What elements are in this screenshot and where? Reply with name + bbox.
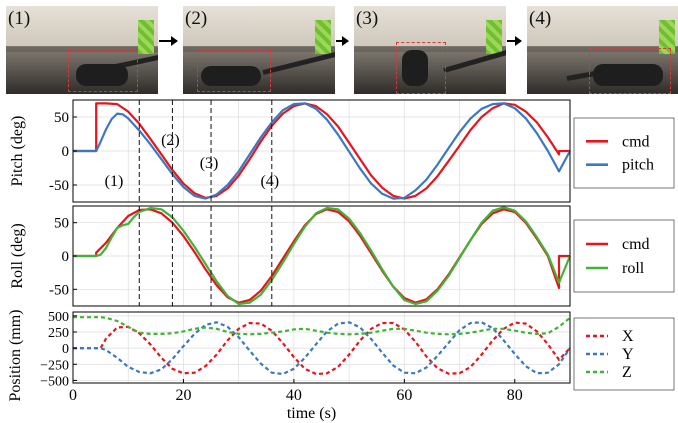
arrow-right-icon [336,36,349,46]
y-tick-label: 500 [48,310,69,325]
marker-label: (3) [200,155,219,172]
x-tick-label: 80 [507,387,523,404]
snapshot-label: (2) [185,8,208,29]
y-tick-label: 50 [54,216,69,232]
legend-label: Y [622,346,634,363]
x-tick-label: 20 [175,387,191,404]
x-tick-label: 60 [396,387,412,404]
y-tick-label: 50 [54,110,69,126]
robot [402,50,428,86]
marker-label: (2) [161,132,180,149]
series-line-roll [73,206,572,306]
series-line-pitch [73,102,571,200]
series-line-x [73,321,571,376]
snapshot-label: (1) [8,8,31,29]
marker-label: (1) [105,173,124,190]
banner [354,6,506,46]
legend-label: cmd [622,236,650,253]
series-line-cmd [73,208,570,304]
y-tick-label: -50 [49,282,69,298]
arrow-right-icon [159,36,178,46]
snapshot-strip: (1) (2) (3) (4) [0,0,678,100]
y-axis-label: Roll (deg) [9,223,26,288]
series-line-z [73,316,571,336]
green-pattern [138,20,154,54]
y-axis-label: Position (mm) [7,309,24,401]
roi-box [589,48,671,94]
x-tick-label: 40 [286,387,302,404]
legend-label: pitch [622,157,654,174]
banner [183,6,335,46]
snapshot-label: (3) [356,8,379,29]
roi-box [68,50,138,92]
green-pattern [659,20,675,54]
snapshot-photo: (3) [354,6,506,94]
plot-frame [72,311,571,384]
legend-box [573,317,675,391]
y-tick-label: −250 [40,358,69,373]
green-pattern [486,20,502,54]
roi-box [197,50,271,92]
legend-box [573,117,675,189]
y-axis-label: Pitch (deg) [9,116,26,187]
y-tick-label: 0 [62,249,70,265]
legend-label: cmd [622,133,650,150]
x-tick-label: 0 [69,387,77,404]
green-pattern [315,20,331,54]
robot [593,64,663,86]
banner [527,6,678,46]
banner [6,6,158,46]
series-line-cmd [73,102,570,200]
legend-label: X [622,328,634,345]
y-tick-label: 250 [48,326,69,341]
snapshot-photo: (4) [527,6,678,94]
y-tick-label: −500 [40,374,69,389]
snapshot-label: (4) [529,8,552,29]
arrow-right-icon [507,36,522,46]
marker-label: (4) [260,173,279,190]
y-tick-label: 0 [62,144,70,160]
snapshot-photo: (1) [6,6,158,94]
y-tick-label: -50 [49,178,69,194]
robot [201,66,261,86]
roi-box [396,42,446,94]
robot [76,64,128,86]
legend-label: roll [622,260,645,277]
series-line-y [73,321,571,376]
legend-label: Z [622,364,632,381]
legend-box [573,219,675,293]
y-tick-label: 0 [62,342,69,357]
x-axis-label: time (s) [287,405,336,422]
snapshot-photo: (2) [183,6,335,94]
